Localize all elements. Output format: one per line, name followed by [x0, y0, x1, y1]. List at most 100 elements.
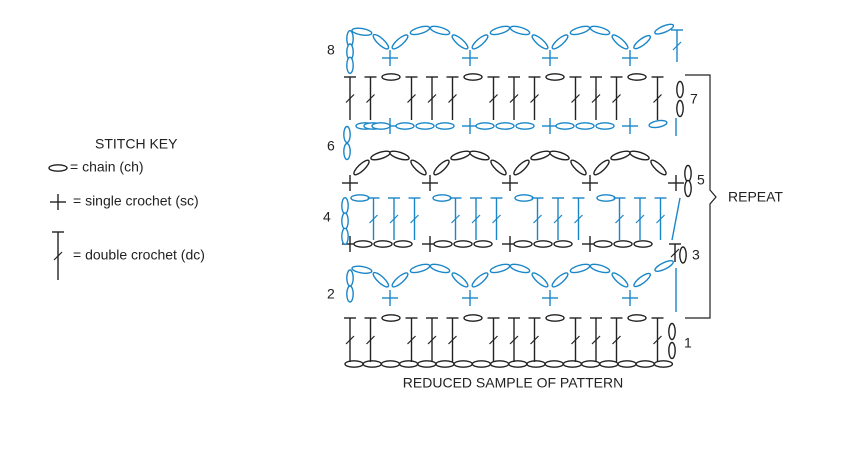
- chain: [611, 34, 629, 50]
- dc: [574, 214, 583, 224]
- chain: [679, 246, 687, 264]
- chain: [433, 159, 450, 176]
- chain: [633, 272, 651, 288]
- dc: [571, 335, 580, 345]
- dc: [407, 335, 416, 345]
- chain: [429, 25, 451, 36]
- chain: [344, 360, 364, 368]
- chain: [629, 150, 650, 161]
- chain: [513, 240, 533, 248]
- chain: [570, 159, 587, 176]
- dc: [369, 214, 378, 224]
- dc: [612, 335, 621, 345]
- chain: [495, 122, 515, 130]
- dc: [591, 335, 601, 345]
- dc: [530, 335, 539, 345]
- chain: [589, 25, 611, 36]
- chain: [343, 142, 351, 161]
- key-sc: = single crochet (sc): [73, 193, 199, 209]
- chain: [351, 265, 373, 274]
- chain: [627, 73, 647, 81]
- dc: [448, 335, 457, 345]
- chain: [676, 80, 684, 99]
- chain: [595, 122, 615, 130]
- chain: [370, 150, 391, 161]
- dc: [653, 94, 662, 103]
- chain: [471, 272, 489, 288]
- chain: [648, 119, 668, 129]
- chain: [553, 240, 573, 248]
- chain: [684, 164, 692, 183]
- chain: [509, 25, 531, 36]
- chain: [490, 159, 507, 176]
- chain: [380, 360, 401, 368]
- chain: [473, 240, 493, 248]
- chain: [346, 269, 354, 287]
- chain: [596, 194, 616, 202]
- row-number: 1: [684, 335, 692, 351]
- chain: [373, 240, 393, 248]
- chain: [351, 27, 373, 36]
- caption: REDUCED SAMPLE OF PATTERN: [403, 375, 623, 391]
- dc: [489, 94, 498, 103]
- row-number: 6: [327, 138, 335, 154]
- chain: [676, 99, 684, 118]
- chain: [526, 360, 546, 368]
- chain: [451, 34, 469, 50]
- dc: [509, 94, 519, 103]
- dc: [407, 94, 416, 103]
- chain: [341, 227, 349, 246]
- chain: [617, 360, 637, 368]
- row-number: 7: [690, 91, 698, 107]
- row-number: 8: [327, 42, 335, 58]
- dc: [615, 214, 624, 224]
- chain: [471, 34, 489, 50]
- chain: [372, 33, 390, 50]
- chain: [391, 272, 409, 288]
- dc: [345, 335, 355, 345]
- chain: [653, 360, 674, 368]
- chain: [599, 360, 619, 368]
- dc: [345, 94, 355, 103]
- key-chain: = chain (ch): [70, 159, 144, 175]
- dc: [471, 214, 481, 224]
- chain: [509, 263, 531, 274]
- chain: [555, 122, 575, 130]
- chain: [346, 56, 354, 75]
- chain: [435, 360, 455, 368]
- chain: [391, 34, 409, 50]
- chain: [551, 34, 569, 50]
- chain: [549, 150, 570, 161]
- chain: [531, 34, 549, 50]
- chain: [544, 360, 564, 368]
- chain: [489, 263, 511, 274]
- chain: [610, 150, 631, 161]
- dc: [492, 214, 501, 224]
- key-dc: = double crochet (dc): [73, 247, 205, 263]
- row-number: 2: [327, 286, 335, 302]
- chain: [513, 159, 530, 176]
- chain: [469, 150, 490, 161]
- dc: [410, 214, 419, 224]
- dc: [533, 214, 542, 224]
- chain: [593, 240, 613, 248]
- chain: [395, 122, 415, 130]
- chain: [650, 159, 667, 176]
- chain: [393, 240, 413, 248]
- dc: [509, 335, 519, 345]
- chain: [346, 285, 354, 303]
- chain: [545, 73, 565, 81]
- chain: [684, 179, 692, 198]
- row-number: 4: [323, 209, 331, 225]
- chain: [593, 159, 610, 176]
- dc: [612, 94, 621, 103]
- chain: [533, 240, 553, 248]
- chain: [569, 25, 591, 36]
- chain: [409, 263, 431, 274]
- chain: [417, 360, 437, 368]
- chain: [371, 122, 391, 130]
- chain: [530, 150, 551, 161]
- chain: [350, 194, 370, 202]
- dc: [427, 94, 437, 103]
